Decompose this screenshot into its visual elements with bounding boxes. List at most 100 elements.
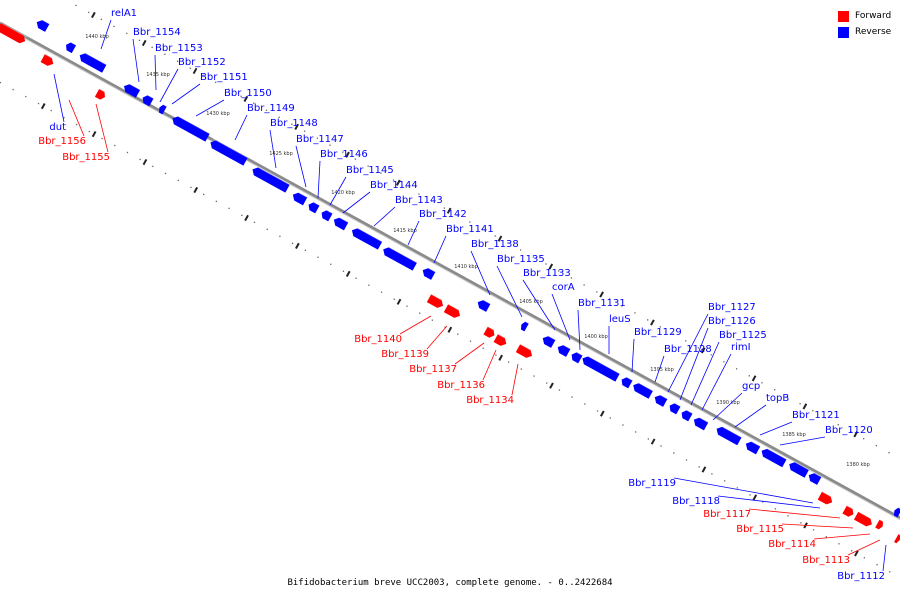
guide-dot bbox=[291, 123, 293, 125]
kbp-tick-label: 1435 kbp bbox=[146, 72, 170, 78]
gene-body bbox=[621, 377, 633, 389]
guide-dot bbox=[584, 403, 586, 405]
guide-dot bbox=[88, 130, 90, 133]
guide-tick-mark bbox=[141, 39, 147, 47]
forward-gene-arrow bbox=[483, 326, 497, 338]
reverse-leader-line bbox=[329, 176, 347, 206]
guide-dot bbox=[355, 277, 357, 279]
forward-gene-label: Bbr_1113 bbox=[802, 555, 850, 566]
gene-body bbox=[351, 228, 383, 250]
reverse-gene-arrow bbox=[333, 215, 349, 231]
guide-tick bbox=[853, 431, 859, 438]
kbp-tick-label: 1440 kbp bbox=[85, 34, 109, 40]
gene-body bbox=[542, 336, 556, 348]
guide-dot bbox=[570, 277, 573, 279]
gene-body bbox=[158, 104, 167, 115]
reverse-leader-line bbox=[667, 313, 709, 393]
reverse-leader-line bbox=[673, 477, 814, 504]
forward-gene-label: Bbr_1136 bbox=[437, 380, 485, 391]
guide-dot bbox=[837, 424, 839, 426]
gene-body bbox=[483, 326, 495, 338]
guide-dot bbox=[329, 144, 331, 146]
guide-dot bbox=[126, 32, 128, 35]
guide-tick bbox=[345, 270, 351, 277]
guide-tick bbox=[650, 319, 655, 326]
forward-leader-line bbox=[68, 99, 85, 137]
guide-dot bbox=[774, 508, 777, 510]
gene-body bbox=[894, 534, 900, 544]
guide-tick-mark bbox=[497, 235, 503, 242]
kbp-tick-label: 1415 kbp bbox=[393, 228, 417, 234]
guide-tick-mark bbox=[345, 270, 351, 277]
forward-gene-arrow bbox=[817, 491, 835, 505]
reverse-gene-arrow bbox=[321, 208, 333, 222]
gene-highlight bbox=[656, 392, 668, 400]
gene-body bbox=[571, 352, 583, 364]
gene-body bbox=[693, 417, 709, 431]
reverse-gene-label: Bbr_1145 bbox=[346, 165, 394, 176]
guide-dot bbox=[735, 368, 738, 370]
guide-dot bbox=[380, 291, 383, 293]
gene-highlight bbox=[519, 343, 535, 353]
kbp-tick-label: 1430 kbp bbox=[206, 111, 230, 117]
reverse-leader-line bbox=[407, 220, 420, 246]
forward-gene-label: Bbr_1139 bbox=[381, 349, 429, 360]
reverse-gene-label: Bbr_1151 bbox=[200, 72, 248, 83]
guide-dot bbox=[228, 207, 230, 210]
gene-body bbox=[789, 462, 809, 478]
reverse-leader-line bbox=[701, 353, 732, 411]
guide-dot bbox=[532, 256, 534, 258]
gene-body bbox=[633, 383, 653, 399]
gene-body bbox=[520, 321, 529, 332]
guide-dot bbox=[367, 165, 369, 167]
guide-tick bbox=[701, 466, 707, 473]
reverse-gene-arrow bbox=[571, 350, 583, 364]
gene-body bbox=[681, 410, 693, 422]
legend-item-reverse: Reverse bbox=[838, 24, 891, 40]
guide-dot bbox=[774, 389, 776, 391]
guide-tick bbox=[498, 354, 503, 361]
guide-dot bbox=[621, 305, 623, 307]
guide-tick bbox=[548, 263, 554, 270]
reverse-leader-line bbox=[712, 392, 743, 421]
forward-gene-arrow bbox=[842, 505, 856, 517]
reverse-gene-arrow bbox=[252, 164, 290, 193]
gene-highlight bbox=[44, 53, 56, 61]
gene-body bbox=[493, 334, 507, 346]
forward-leader-line bbox=[95, 103, 109, 153]
guide-dot bbox=[876, 564, 878, 566]
guide-dot bbox=[596, 291, 598, 293]
reverse-gene-label: Bbr_1153 bbox=[155, 43, 203, 54]
gene-body bbox=[745, 441, 761, 455]
guide-tick bbox=[700, 347, 706, 354]
guide-dot bbox=[215, 81, 217, 83]
forward-gene-label: Bbr_1155 bbox=[62, 152, 110, 163]
guide-tick-mark bbox=[142, 158, 148, 166]
guide-dot bbox=[405, 186, 407, 188]
reverse-gene-arrow bbox=[542, 333, 556, 348]
guide-dot bbox=[75, 123, 78, 126]
gene-highlight bbox=[879, 519, 886, 523]
guide-dot bbox=[698, 466, 700, 468]
gene-body bbox=[308, 202, 320, 214]
reverse-leader-line bbox=[53, 73, 65, 123]
guide-dot bbox=[317, 256, 319, 258]
reverse-leader-line bbox=[734, 404, 767, 428]
guide-dot bbox=[63, 116, 65, 119]
guide-dot bbox=[507, 361, 510, 363]
reverse-swatch bbox=[838, 26, 849, 38]
reverse-gene-label: Bbr_1112 bbox=[837, 571, 885, 582]
guide-dot bbox=[494, 235, 496, 237]
reverse-gene-arrow bbox=[681, 408, 693, 422]
guide-dot bbox=[152, 165, 154, 168]
guide-dot bbox=[291, 242, 294, 244]
guide-dot bbox=[647, 319, 649, 321]
reverse-leader-line bbox=[522, 279, 556, 331]
reverse-leader-line bbox=[759, 421, 793, 436]
guide-tick bbox=[599, 291, 604, 298]
guide-dot bbox=[825, 536, 827, 538]
guide-tick-mark bbox=[700, 347, 706, 354]
guide-tick bbox=[193, 186, 199, 194]
guide-dot bbox=[419, 312, 421, 314]
